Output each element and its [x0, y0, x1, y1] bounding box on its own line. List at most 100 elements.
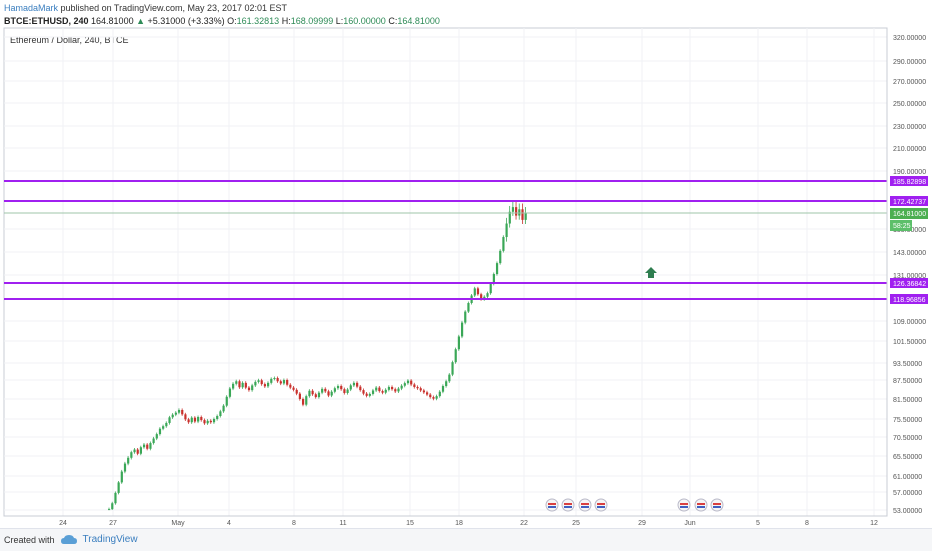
event-flag-icon[interactable] [694, 498, 708, 512]
candle[interactable] [410, 379, 413, 387]
candle[interactable] [381, 389, 384, 395]
candle[interactable] [508, 205, 511, 228]
candle[interactable] [298, 392, 301, 401]
candle[interactable] [270, 377, 273, 385]
candle[interactable] [123, 461, 127, 474]
candle[interactable] [286, 378, 289, 387]
candle[interactable] [426, 390, 429, 397]
candle[interactable] [416, 385, 419, 390]
candle[interactable] [276, 376, 279, 383]
candle[interactable] [292, 385, 295, 392]
candle[interactable] [219, 409, 222, 418]
candle[interactable] [267, 381, 270, 388]
candle[interactable] [502, 235, 505, 253]
candle[interactable] [117, 480, 120, 495]
candle[interactable] [247, 385, 251, 392]
candle[interactable] [346, 387, 349, 395]
candle[interactable] [142, 443, 146, 449]
candle[interactable] [365, 392, 368, 398]
candle[interactable] [133, 448, 136, 454]
candle[interactable] [130, 450, 133, 460]
candle[interactable] [177, 408, 181, 415]
candle[interactable] [190, 416, 193, 424]
candle[interactable] [279, 379, 282, 386]
candle[interactable] [403, 381, 406, 388]
candle[interactable] [457, 334, 460, 351]
candle[interactable] [476, 286, 480, 296]
candle[interactable] [435, 394, 438, 401]
candle[interactable] [114, 491, 117, 505]
candle[interactable] [273, 376, 276, 381]
candle[interactable] [232, 382, 235, 391]
candle[interactable] [324, 387, 327, 393]
candle[interactable] [301, 397, 305, 407]
candle[interactable] [260, 378, 263, 386]
candle[interactable] [162, 424, 165, 431]
candle[interactable] [251, 383, 254, 392]
candle[interactable] [505, 217, 508, 242]
candle[interactable] [429, 392, 432, 399]
event-flag-icon[interactable] [594, 498, 608, 512]
candle[interactable] [216, 414, 219, 421]
candle[interactable] [340, 384, 343, 391]
candle[interactable] [330, 390, 333, 398]
candle[interactable] [305, 394, 308, 407]
candle[interactable] [241, 381, 244, 389]
event-flag-icon[interactable] [710, 498, 724, 512]
candle[interactable] [111, 501, 114, 510]
candle[interactable] [155, 432, 158, 441]
candle[interactable] [343, 387, 346, 395]
candle[interactable] [422, 388, 426, 394]
candle[interactable] [139, 445, 142, 456]
candle[interactable] [149, 441, 152, 451]
candle[interactable] [311, 389, 314, 396]
candle[interactable] [432, 395, 435, 401]
candle[interactable] [238, 379, 241, 389]
candle[interactable] [467, 301, 470, 314]
candle[interactable] [136, 448, 139, 456]
author-link[interactable]: HamadaMark [4, 3, 59, 13]
candle[interactable] [400, 384, 403, 391]
candle[interactable] [254, 380, 257, 388]
candle[interactable] [378, 385, 381, 393]
tradingview-brand[interactable]: TradingView [82, 534, 138, 545]
candle[interactable] [282, 378, 286, 386]
candle[interactable] [489, 282, 492, 295]
event-flag-icon[interactable] [677, 498, 691, 512]
candle[interactable] [521, 203, 524, 224]
candle[interactable] [495, 261, 499, 276]
event-flag-icon[interactable] [545, 498, 559, 512]
candle[interactable] [222, 404, 225, 413]
candle[interactable] [171, 413, 174, 419]
candle[interactable] [460, 320, 464, 339]
candle[interactable] [362, 388, 365, 396]
candle[interactable] [441, 384, 445, 394]
candle[interactable] [225, 395, 228, 408]
candle[interactable] [349, 383, 352, 392]
candle[interactable] [451, 360, 454, 377]
candle[interactable] [406, 379, 410, 385]
candle[interactable] [308, 389, 311, 398]
candle[interactable] [187, 417, 190, 424]
candle[interactable] [518, 203, 521, 220]
candle[interactable] [524, 206, 527, 224]
candle[interactable] [146, 443, 149, 451]
candle[interactable] [515, 201, 518, 220]
candle[interactable] [321, 387, 324, 395]
candle[interactable] [212, 417, 216, 424]
candle[interactable] [263, 382, 267, 388]
candle[interactable] [486, 291, 489, 299]
event-flag-icon[interactable] [578, 498, 592, 512]
candles-group[interactable] [108, 201, 527, 511]
candle[interactable] [454, 347, 457, 364]
candle[interactable] [108, 507, 111, 511]
candle[interactable] [228, 386, 232, 399]
candle[interactable] [352, 381, 356, 388]
candle[interactable] [356, 381, 359, 389]
candle[interactable] [384, 388, 387, 395]
candle[interactable] [368, 392, 371, 398]
candle[interactable] [445, 379, 448, 388]
candle[interactable] [168, 415, 171, 425]
candle[interactable] [289, 383, 292, 390]
